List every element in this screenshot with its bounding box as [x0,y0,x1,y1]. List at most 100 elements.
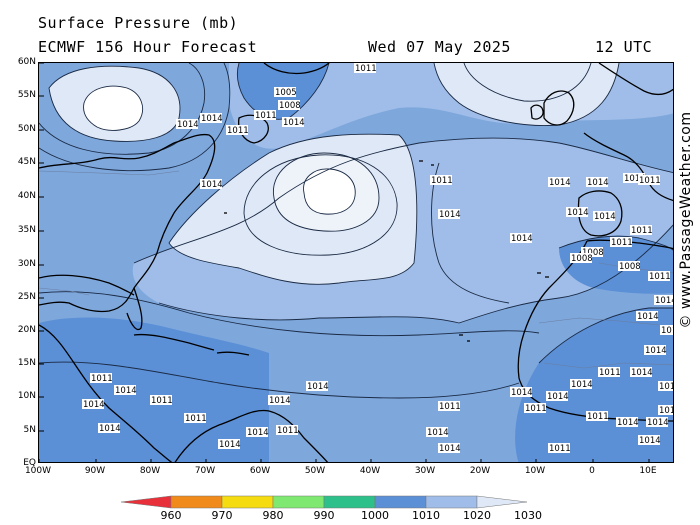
legend-label: 1000 [361,509,389,522]
isobar-labrador-1 [48,65,181,142]
svg-text:1014: 1014 [247,428,269,438]
pressure-label: 1011 [598,367,621,378]
low-pressure-caribbean [39,317,269,462]
pressure-label: 1014 [218,439,241,450]
isobar-tropical-2 [39,361,520,399]
svg-text:1014: 1014 [631,368,653,378]
svg-text:1014: 1014 [427,428,449,438]
isobar-1026 [243,154,398,256]
latitude-label: 55N [17,90,36,100]
forecast-date: Wed 07 May 2025 [368,38,511,56]
pressure-label: 1011 [524,403,547,414]
legend-swatch [323,495,376,509]
pressure-legend [120,495,528,509]
svg-text:1014: 1014 [269,396,291,406]
pressure-label: 1014 [566,207,589,218]
pressure-label: 1011 [226,125,249,136]
svg-text:1011: 1011 [599,368,621,378]
latitude-label: 45N [17,157,36,167]
svg-text:1008: 1008 [571,254,593,264]
latitude-label: 20N [17,325,36,335]
isobar-1020-south [158,224,673,324]
svg-text:1014: 1014 [567,208,589,218]
svg-text:1011: 1011 [649,272,671,282]
pressure-label: 1011 [354,63,377,74]
svg-text:1011: 1011 [587,412,609,422]
isobar-labrador-2 [83,85,143,131]
longitude-label: 90W [84,466,106,476]
pressure-label: 1014 [426,427,449,438]
svg-text:1014: 1014 [511,388,533,398]
svg-text:1014: 1014 [647,418,669,428]
isobar-labrador-4 [39,63,231,172]
pressure-label: 1005 [274,87,297,98]
svg-text:1008: 1008 [279,101,301,111]
pressure-label: 1014 [644,345,667,356]
coast-iberia [577,190,623,237]
svg-text:1014: 1014 [645,346,667,356]
svg-text:1011: 1011 [255,111,277,121]
pressure-label: 1014 [510,387,533,398]
svg-text:1011: 1011 [639,176,661,186]
coast-gulf [39,274,135,296]
longitude-label: 20W [469,466,491,476]
svg-text:1014: 1014 [659,406,674,416]
latitude-label: 35N [17,225,36,235]
longitude-label: 10W [524,466,546,476]
latitude-label: EQ [23,458,36,468]
pressure-label: 1014 [510,233,533,244]
svg-text:1011: 1011 [277,426,299,436]
isobar-tropical-3 [431,162,510,304]
legend-swatch [120,495,172,509]
svg-text:1011: 1011 [227,126,249,136]
longitude-label: 40W [359,466,381,476]
svg-text:1011: 1011 [431,176,453,186]
isobar-1032 [303,168,356,215]
pressure-label: 1014 [82,399,105,410]
isobar-1020 [133,137,673,264]
coast-britain [543,90,575,126]
pressure-label: 1014 [306,381,329,392]
pressure-label: 1011 [648,271,671,282]
legend-label: 980 [262,509,284,522]
pressure-label: 1008 [570,253,593,264]
pressure-label: 1014 [438,209,461,220]
latitude-label: 40N [17,191,36,201]
svg-text:1014: 1014 [655,296,674,306]
svg-text:1014: 1014 [594,212,616,222]
pressure-label: 1014 [200,113,223,124]
pressure-label: 1011 [638,175,661,186]
coast-cuba [133,333,215,351]
coast-north-america [39,133,216,313]
longitude-label: 50W [304,466,326,476]
svg-text:1014: 1014 [659,382,674,392]
coast-europe [583,132,673,202]
pressure-label: 1008 [618,261,641,272]
coast-ireland [530,104,544,120]
pressure-label: 1014 [438,443,461,454]
legend-label: 1020 [463,509,491,522]
border-west-africa [538,317,660,326]
svg-text:1014: 1014 [639,436,661,446]
coast-south-america [174,409,329,462]
svg-text:1008: 1008 [582,248,604,258]
legend-swatch [272,495,325,509]
longitude-label: 100W [24,466,52,476]
isobar-1023 [168,133,418,285]
svg-text:1014: 1014 [637,312,659,322]
border-us-canada [39,170,180,176]
isobar-tropical-1 [39,291,540,337]
isobar-north-high-2 [463,63,592,102]
pressure-label: 1014 [646,417,669,428]
pressure-label: 1008 [278,100,301,111]
svg-text:1011: 1011 [611,238,633,248]
pressure-label: 1014 [593,211,616,222]
longitude-label: 30W [414,466,436,476]
pressure-label: 1014 [658,381,674,392]
svg-text:1014: 1014 [624,174,646,184]
latitude-label: 60N [17,57,36,67]
coast-cape-verde [459,334,470,342]
svg-text:1014: 1014 [99,424,121,434]
longitude-label: 70W [194,466,216,476]
